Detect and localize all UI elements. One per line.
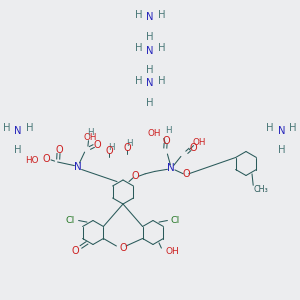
- Text: O: O: [132, 171, 140, 181]
- Text: OH: OH: [148, 128, 161, 137]
- Text: H: H: [108, 142, 114, 152]
- Text: H: H: [146, 98, 154, 107]
- Text: H: H: [135, 76, 142, 86]
- Text: H: H: [26, 123, 33, 133]
- Text: OH: OH: [83, 133, 97, 142]
- Text: Cl: Cl: [171, 216, 180, 225]
- Text: H: H: [289, 123, 297, 133]
- Text: H: H: [165, 126, 172, 135]
- Text: O: O: [123, 142, 131, 153]
- Text: H: H: [278, 145, 285, 154]
- Text: OH: OH: [192, 138, 206, 147]
- Text: HO: HO: [26, 156, 39, 165]
- Text: O: O: [55, 145, 63, 155]
- Text: O: O: [119, 243, 127, 254]
- Text: H: H: [135, 10, 142, 20]
- Text: N: N: [278, 126, 285, 136]
- Text: O: O: [163, 136, 170, 146]
- Text: H: H: [266, 123, 274, 133]
- Text: N: N: [74, 161, 82, 172]
- Text: O: O: [72, 245, 80, 256]
- Text: N: N: [14, 126, 22, 136]
- Text: H: H: [135, 43, 142, 53]
- Text: O: O: [182, 169, 190, 179]
- Text: H: H: [3, 123, 10, 133]
- Text: N: N: [146, 79, 154, 88]
- Text: O: O: [105, 146, 113, 156]
- Text: O: O: [42, 154, 50, 164]
- Text: Cl: Cl: [66, 216, 75, 225]
- Text: H: H: [158, 10, 165, 20]
- Text: O: O: [189, 143, 197, 153]
- Text: OH: OH: [165, 248, 179, 256]
- Text: N: N: [146, 13, 154, 22]
- Text: H: H: [158, 43, 165, 53]
- Text: H: H: [158, 76, 165, 86]
- Text: H: H: [87, 128, 94, 137]
- Text: H: H: [126, 140, 132, 148]
- Text: CH₃: CH₃: [254, 185, 268, 194]
- Text: N: N: [167, 164, 175, 173]
- Text: N: N: [146, 46, 154, 56]
- Text: H: H: [146, 32, 154, 41]
- Text: H: H: [14, 145, 22, 154]
- Text: H: H: [146, 64, 154, 74]
- Text: O: O: [94, 140, 101, 151]
